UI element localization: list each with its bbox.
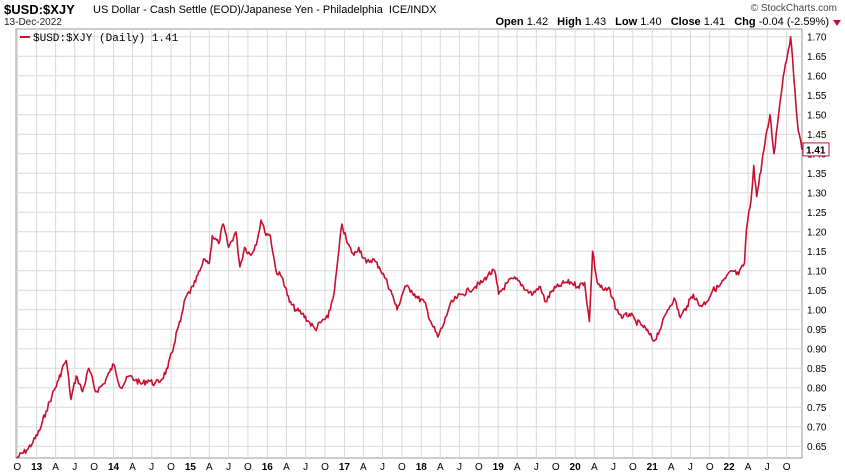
y-tick-label: 1.55 [807, 91, 827, 102]
x-tick-label: A [591, 462, 598, 473]
y-tick-label: 1.05 [807, 286, 827, 297]
y-tick-label: 0.80 [807, 383, 827, 394]
x-tick-label: 15 [185, 462, 197, 473]
x-tick-label: 21 [647, 462, 659, 473]
x-tick-label: J [149, 462, 154, 473]
y-tick-label: 1.70 [807, 32, 827, 43]
x-tick-label: O [13, 462, 21, 473]
x-tick-label: J [303, 462, 308, 473]
legend-label: $USD:$XJY (Daily) 1.41 [33, 33, 179, 45]
x-tick-label: A [129, 462, 136, 473]
chg-label: Chg [734, 16, 756, 28]
y-tick-label: 1.30 [807, 188, 827, 199]
chart-date: 13-Dec-2022 [4, 17, 62, 28]
x-tick-label: A [437, 462, 444, 473]
x-tick-label: 18 [416, 462, 428, 473]
y-tick-label: 1.35 [807, 169, 827, 180]
y-tick-label: 1.45 [807, 130, 827, 141]
x-tick-label: A [745, 462, 752, 473]
stockcharts-logo[interactable]: © StockCharts.com [750, 3, 837, 14]
low-value: 1.40 [640, 16, 662, 28]
chg-value: -0.04 (-2.59%) [758, 16, 829, 28]
last-value-tag: 1.41 [802, 142, 830, 157]
y-tick-label: 1.00 [807, 305, 827, 316]
x-tick-label: 22 [724, 462, 736, 473]
y-tick-label: 0.90 [807, 344, 827, 355]
y-tick-label: 1.25 [807, 208, 827, 219]
x-tick-label: J [72, 462, 77, 473]
y-tick-label: 1.10 [807, 266, 827, 277]
exchange-text: ICE/INDX [388, 4, 437, 16]
gridlines [16, 29, 802, 458]
y-tick-label: 0.75 [807, 403, 827, 414]
y-tick-label: 0.65 [807, 442, 827, 453]
x-tick-label: J [534, 462, 539, 473]
y-tick-label: 0.70 [807, 422, 827, 433]
x-tick-label: 14 [108, 462, 120, 473]
y-tick-label: 1.20 [807, 227, 827, 238]
x-tick-label: 19 [493, 462, 505, 473]
open-label: Open [495, 16, 524, 28]
x-tick-label: J [226, 462, 231, 473]
legend: $USD:$XJY (Daily) 1.41 [20, 33, 179, 45]
x-tick-label: O [244, 462, 252, 473]
x-tick-label: J [765, 462, 770, 473]
x-tick-label: O [552, 462, 560, 473]
open-value: 1.42 [526, 16, 549, 28]
triangle-down-icon [833, 20, 841, 26]
x-tick-label: A [668, 462, 675, 473]
x-tick-label: A [206, 462, 213, 473]
x-tick-label: O [706, 462, 714, 473]
plot-frame [15, 28, 803, 459]
x-tick-label: A [52, 462, 59, 473]
x-tick-label: A [283, 462, 290, 473]
x-tick-label: J [457, 462, 462, 473]
close-label: Close [670, 16, 701, 28]
description: US Dollar - Cash Settle (EOD)/Japanese Y… [93, 4, 437, 16]
chart-header: $USD:$XJY US Dollar - Cash Settle (EOD)/… [0, 0, 845, 30]
high-value: 1.43 [584, 16, 607, 28]
high-label: High [557, 16, 582, 28]
y-tick-label: 0.95 [807, 325, 827, 336]
y-tick-label: 1.60 [807, 71, 827, 82]
y-tick-label: 0.85 [807, 364, 827, 375]
x-tick-label: J [380, 462, 385, 473]
series-line [16, 36, 803, 459]
x-tick-label: O [167, 462, 175, 473]
last-value-label: 1.41 [806, 145, 826, 156]
ohlc-readout: Open 1.42 High 1.43 Low 1.40 Close 1.41 … [496, 16, 830, 28]
y-tick-label: 1.50 [807, 110, 827, 121]
x-tick-label: 16 [262, 462, 274, 473]
low-label: Low [615, 16, 638, 28]
symbol: $USD:$XJY [4, 2, 75, 17]
description-text: US Dollar - Cash Settle (EOD)/Japanese Y… [93, 4, 383, 16]
x-tick-label: O [475, 462, 483, 473]
x-tick-label: O [398, 462, 406, 473]
last-value-box [802, 142, 830, 157]
x-tick-label: O [90, 462, 98, 473]
x-axis: O 13 A J O 14 A J O 15 A J O 16 A J O 17 A J O 18 A J O 19 A J O 20 A J… [13, 462, 790, 473]
y-axis: 1.701.651.601.551.501.451.401.351.301.25… [807, 32, 827, 453]
x-tick-label: 13 [31, 462, 43, 473]
x-tick-label: A [514, 462, 521, 473]
x-tick-label: J [688, 462, 693, 473]
y-tick-label: 1.15 [807, 247, 827, 258]
x-tick-label: O [629, 462, 637, 473]
x-tick-label: 20 [570, 462, 582, 473]
x-tick-label: O [321, 462, 329, 473]
x-tick-label: A [360, 462, 367, 473]
close-value: 1.41 [703, 16, 726, 28]
x-tick-label: J [611, 462, 616, 473]
y-tick-label: 1.65 [807, 52, 827, 63]
x-tick-label: O [783, 462, 791, 473]
x-tick-label: 17 [339, 462, 351, 473]
